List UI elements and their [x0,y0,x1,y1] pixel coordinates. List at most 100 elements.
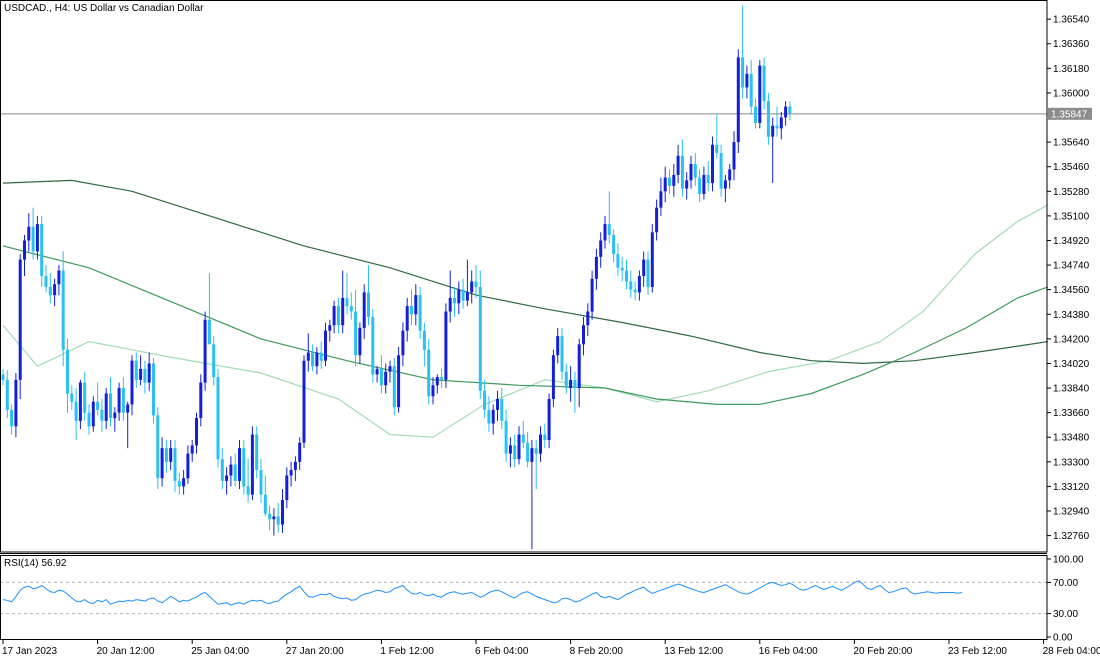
price-tick-label: 1.33660 [1053,408,1090,419]
symbol-label: USDCAD., [4,3,52,14]
candle-body [723,180,727,189]
time-tick-label: 20 Jan 12:00 [97,646,155,657]
candle-body [229,464,233,476]
candle-body [788,106,792,114]
candle-body [483,390,487,410]
candle-body [104,393,108,421]
candle-body [74,401,78,421]
candle-body [87,412,91,427]
timeframe-label: H4: [54,3,71,14]
candle-body [263,494,267,514]
price-tick-label: 1.34380 [1053,310,1090,321]
candle-body [328,325,332,331]
candle-body [113,412,117,419]
candle-body [293,461,297,471]
candle-body [109,393,112,419]
candle-body [586,311,590,326]
price-tick-label: 1.34200 [1053,334,1090,345]
candle-body [663,177,667,192]
candle-body [470,281,474,293]
candle-body [698,177,702,195]
candle-body [203,319,207,383]
candle-body [719,153,723,189]
candle-body [156,415,160,479]
candle-body [444,311,448,380]
candle-body [341,297,345,326]
price-tick-label: 1.35280 [1053,187,1090,198]
price-pane-frame [0,0,1048,553]
candle-body [35,224,39,252]
candle-body [427,349,431,397]
rsi-pane-frame [0,555,1048,640]
candle-body [530,448,534,462]
candle-body [577,344,581,389]
candle-body [160,448,164,479]
candle-body [379,368,383,386]
candle-body [61,270,65,350]
rsi-line [2,580,962,606]
candle-body [513,445,517,460]
candle-body [642,259,646,276]
candle-body [143,368,147,383]
price-tick-label: 1.33840 [1053,384,1090,395]
candle-body [182,478,186,487]
candle-body [784,106,788,118]
candle-body [121,388,125,413]
candle-body [324,330,327,361]
candle-body [762,65,766,102]
candle-body [556,336,560,356]
candle-body [637,276,641,293]
price-tick-label: 1.32940 [1053,507,1090,518]
current-price-badge [1048,107,1092,120]
candle-body [590,278,594,312]
candle-body [668,177,671,186]
candle-body [349,306,353,312]
candle-body [57,270,61,285]
candle-body [48,286,52,296]
symbol-description: US Dollar vs Canadian Dollar [73,3,204,14]
candle-body [23,240,26,260]
candle-body [435,377,439,386]
price-tick-label: 1.35100 [1053,211,1090,222]
time-tick-label: 8 Feb 20:00 [570,646,624,657]
candle-body [53,284,57,296]
candle-body [457,289,461,304]
time-tick-label: 1 Feb 12:00 [380,646,434,657]
candle-body [448,297,452,312]
candle-body [496,398,499,410]
price-tick-label: 1.36360 [1053,39,1090,50]
candle-body [169,448,173,462]
candle-body [177,480,181,487]
candle-body [384,371,388,386]
candle-body [500,398,504,421]
candle-body [306,352,310,361]
price-tick-label: 1.36540 [1053,15,1090,26]
candle-body [199,382,203,419]
candle-body [401,330,405,356]
candle-body [749,73,753,107]
time-tick-label: 13 Feb 12:00 [664,646,723,657]
candle-body [693,163,697,178]
candle-body [551,355,555,399]
candle-body [272,516,276,520]
candle-body [117,388,121,413]
price-tick-label: 1.33120 [1053,482,1090,493]
candle-body [83,382,87,413]
moving-average-line [2,204,1049,438]
candle-body [14,379,18,427]
candle-body [573,379,577,389]
candle-body [212,344,216,378]
time-tick-label: 17 Jan 2023 [2,646,57,657]
candle-body [134,360,138,380]
rsi-tick-label: 30.00 [1053,609,1078,620]
candle-body [543,434,547,440]
candle-body [70,393,74,402]
candle-body [547,398,551,440]
candle-body [311,352,315,367]
candle-body [319,352,323,361]
candle-body [625,270,628,282]
candle-body [465,292,469,301]
price-pane [0,5,1049,550]
rsi-tick-label: 0.00 [1053,633,1073,644]
